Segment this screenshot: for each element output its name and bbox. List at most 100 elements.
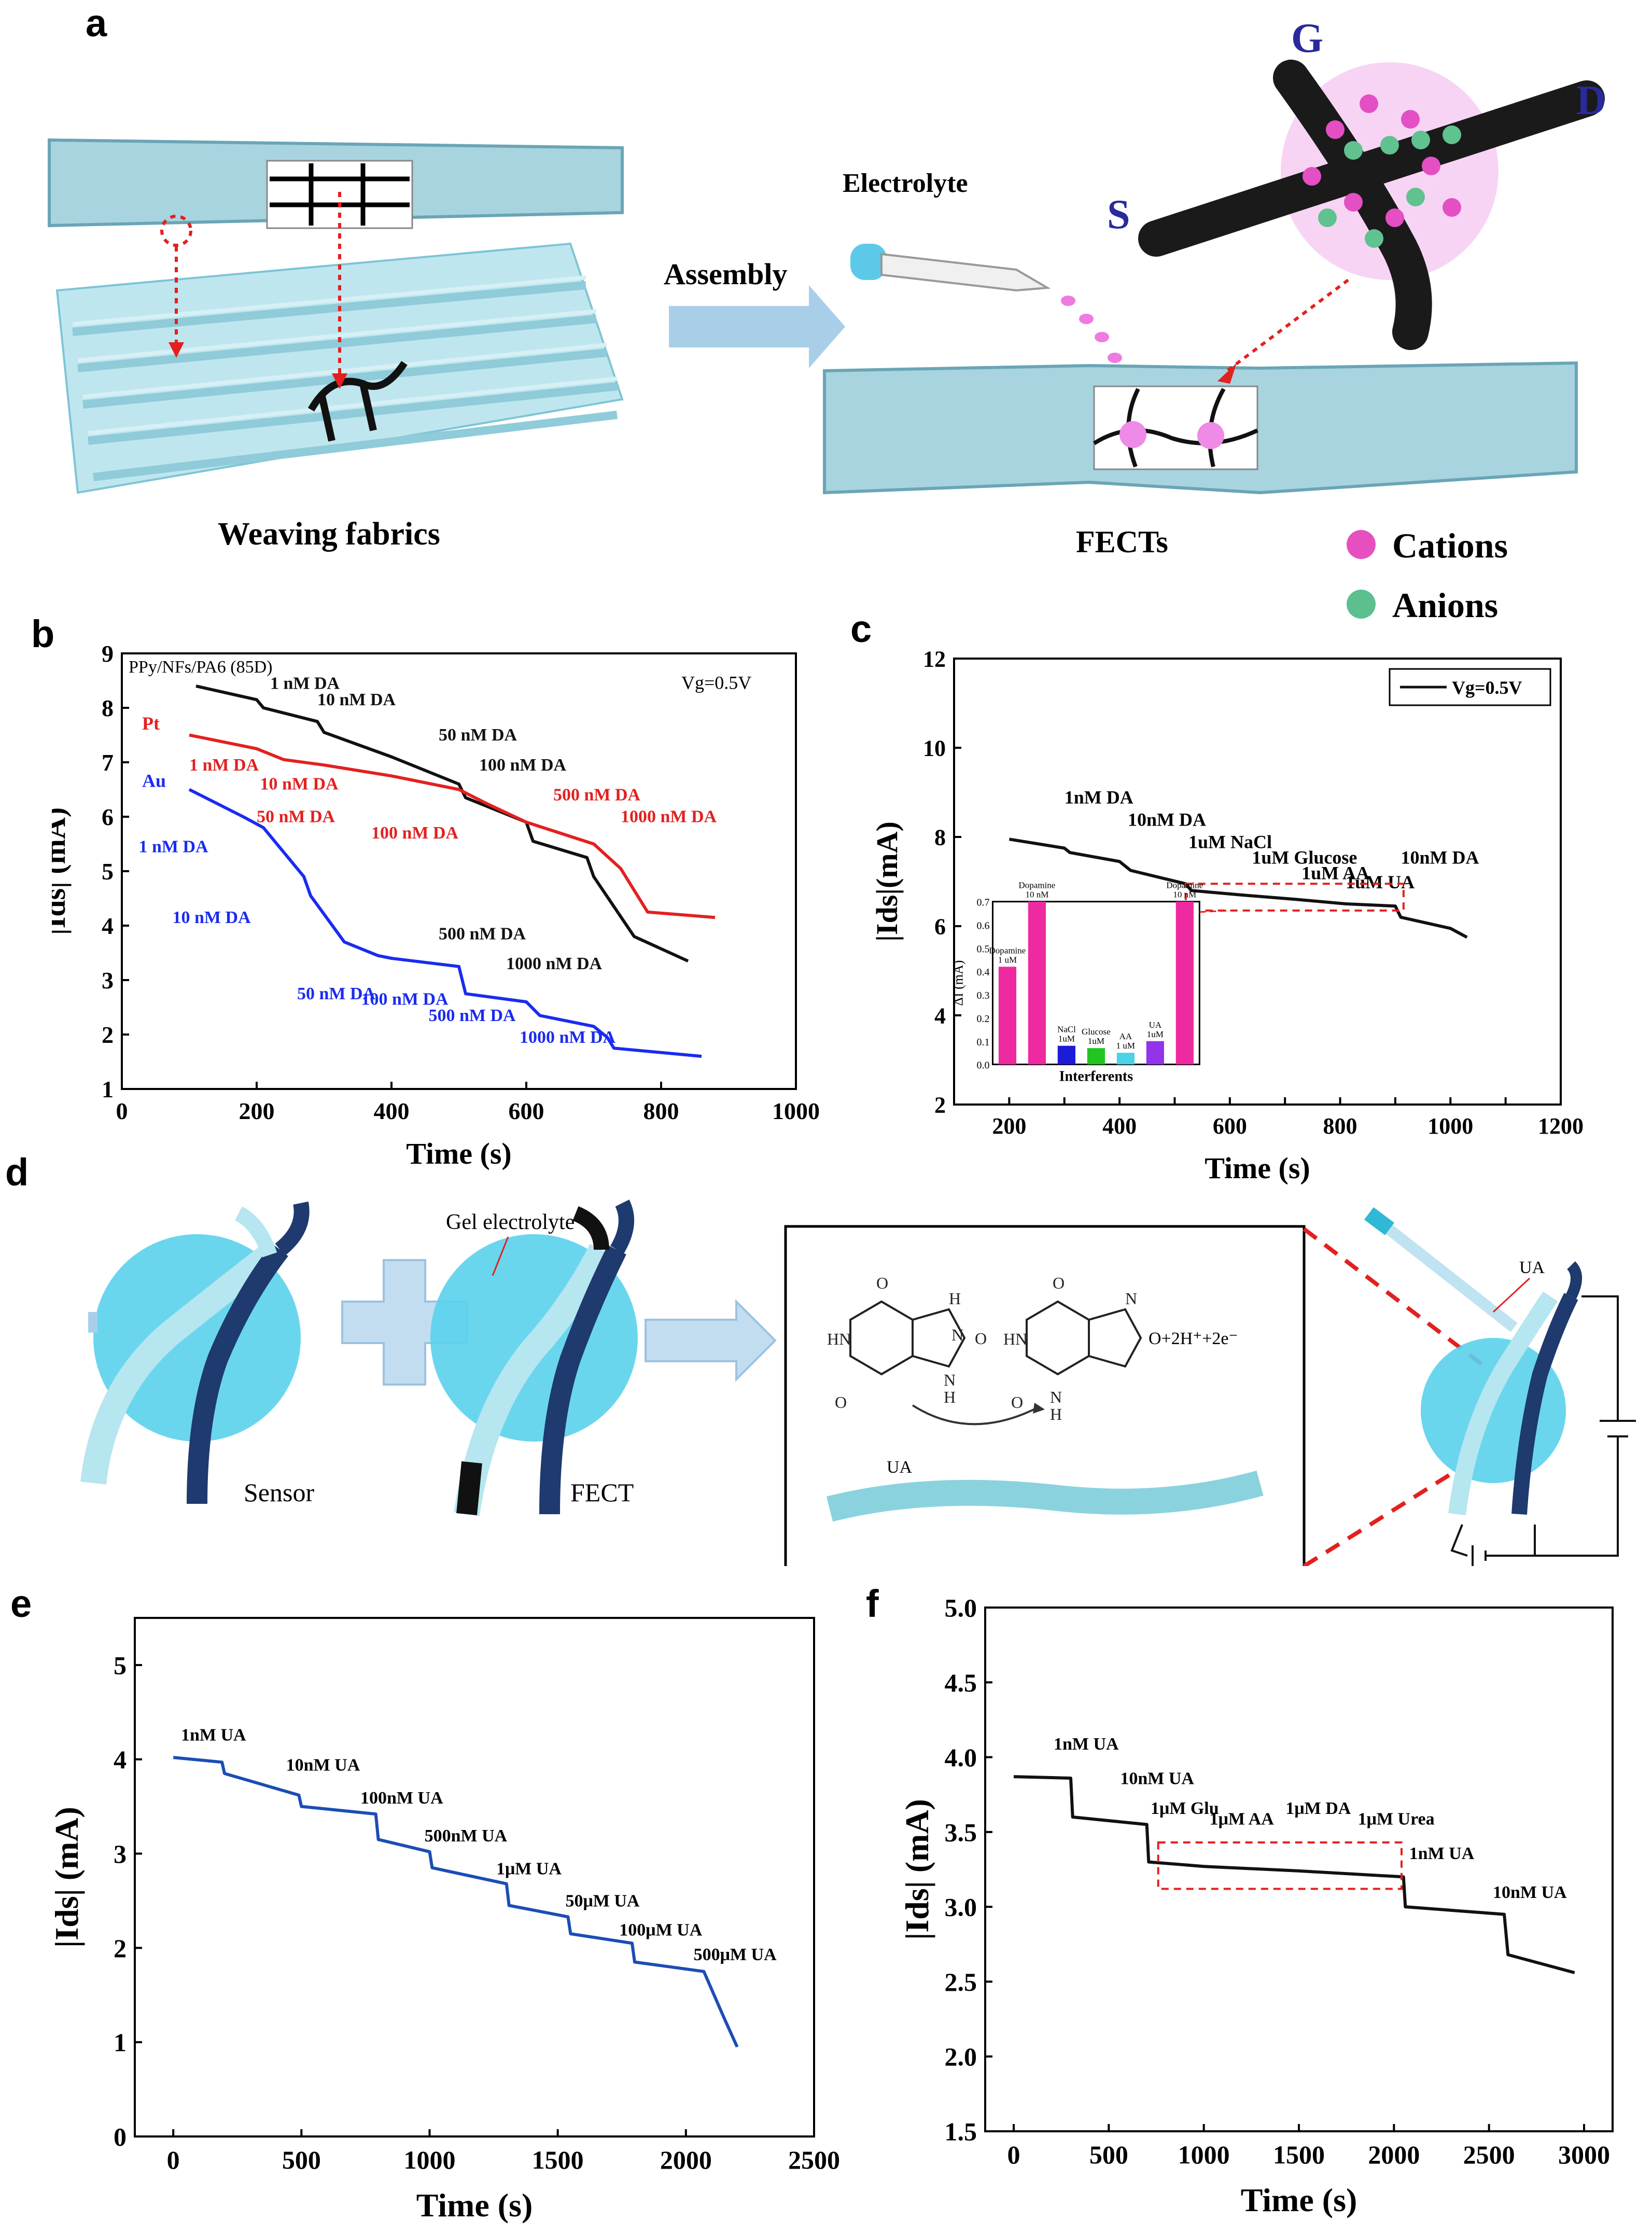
inset-bar-label: Dopamine — [1019, 881, 1056, 890]
inset-bar-label: Dopamine — [989, 945, 1026, 955]
x-tick-label: 1500 — [532, 2145, 584, 2174]
y-tick-label: 8 — [102, 695, 114, 721]
annotation-label: 50 nM DA — [257, 807, 335, 827]
source-label: S — [1107, 192, 1130, 238]
annotation-label: 10 nM DA — [317, 690, 396, 709]
legend-pt: Pt — [142, 713, 160, 734]
annotation-label: 50 nM DA — [439, 725, 517, 745]
x-tick-label: 1000 — [772, 1098, 820, 1124]
inset-y-tick-label: 0.0 — [976, 1060, 989, 1071]
y-tick-label: 3 — [102, 967, 114, 994]
x-tick-label: 0 — [167, 2145, 180, 2174]
fect-label: FECT — [570, 1478, 634, 1507]
inset-bar-label: UA — [1149, 1020, 1162, 1030]
y-axis-label: |Ids|(mA) — [870, 821, 904, 942]
legend-au: Au — [142, 770, 166, 791]
d-arrow — [645, 1299, 777, 1382]
inset-bar-label: 1uM — [1147, 1029, 1164, 1039]
inset-bar — [1028, 901, 1046, 1065]
reaction-products: O+2H⁺+2e⁻ — [1149, 1329, 1238, 1348]
y-tick-label: 4.5 — [945, 1668, 977, 1697]
inset-x-label: Interferents — [1059, 1069, 1133, 1085]
sensor-sphere-icon — [80, 1202, 310, 1504]
y-tick-label: 9 — [102, 640, 114, 667]
assembly-arrow — [669, 285, 845, 368]
circuit-sphere-icon — [1364, 1207, 1582, 1516]
annotation-label: 500 nM DA — [439, 924, 526, 943]
svg-text:HN: HN — [1003, 1330, 1027, 1348]
inset-bar — [1116, 1053, 1135, 1065]
assembly-label: Assembly — [664, 257, 787, 291]
x-tick-label: 500 — [1089, 2140, 1128, 2169]
y-tick-label: 4 — [114, 1745, 127, 1774]
y-tick-label: 2 — [934, 1092, 946, 1118]
annotation-label: 1000 nM DA — [506, 954, 603, 973]
chart-b-vg-label: Vg=0.5V — [681, 672, 751, 693]
inset-link — [1199, 910, 1230, 913]
annotation-label: 500μM UA — [694, 1945, 777, 1964]
y-tick-label: 8 — [934, 825, 946, 850]
y-axis-label: |Ids| (mA) — [48, 1807, 85, 1948]
svg-text:H: H — [944, 1388, 956, 1406]
inset-bar-label: AA — [1119, 1031, 1132, 1041]
x-tick-label: 1200 — [1538, 1113, 1584, 1139]
x-tick-label: 500 — [282, 2145, 321, 2174]
inset-bar-label: 10 nM — [1025, 890, 1048, 900]
inset-y-tick-label: 0.7 — [976, 897, 989, 909]
annotation-label: 50 nM DA — [297, 984, 376, 1003]
x-axis-label: Time (s) — [1205, 1151, 1310, 1185]
svg-text:N: N — [951, 1325, 963, 1344]
x-tick-label: 2000 — [1368, 2140, 1420, 2169]
annotation-label: 10 nM DA — [173, 908, 251, 927]
svg-text:HN: HN — [827, 1330, 851, 1348]
x-tick-label: 200 — [992, 1113, 1026, 1139]
x-tick-label: 400 — [374, 1098, 410, 1124]
transistor-fibers-icon — [1138, 60, 1605, 350]
x-tick-label: 2500 — [1463, 2140, 1515, 2169]
inset-bar-label: 10 nM — [1173, 890, 1196, 900]
x-tick-label: 0 — [1007, 2140, 1020, 2169]
series-line-pt — [189, 733, 716, 919]
chart-b: 0 200 400 600 800 1000 1 2 3 4 5 6 7 8 9 Time (s) |Ids| … — [52, 640, 820, 1170]
annotation-label: 1μM Glu — [1151, 1799, 1219, 1818]
inset-y-tick-label: 0.6 — [976, 920, 989, 932]
x-axis-label: Time (s) — [416, 2187, 533, 2224]
x-tick-label: 800 — [1323, 1113, 1357, 1139]
gel-electrolyte-label: Gel electrolyte — [446, 1210, 575, 1234]
y-tick-label: 4 — [102, 913, 114, 939]
panel-letter-e: e — [10, 1582, 32, 1625]
annotation-label: 50μM UA — [565, 1891, 639, 1910]
annotation-label: 10nM DA — [1128, 809, 1206, 830]
ua-strip-label: UA — [887, 1458, 913, 1477]
chart-e: 0 500 1000 1500 2000 2500 0 1 2 3 4 5 Time (s) |Ids| … — [48, 1617, 840, 2224]
inset-bar — [998, 967, 1017, 1065]
y-tick-label: 1 — [114, 2028, 127, 2057]
x-axis-label: Time (s) — [1241, 2182, 1357, 2218]
annotation-label: 1 nM DA — [270, 674, 340, 693]
fects-label: FECTs — [1076, 525, 1168, 559]
y-tick-label: 6 — [934, 914, 946, 939]
annotation-label: 100μM UA — [619, 1921, 702, 1940]
circuit-wires — [1450, 1295, 1636, 1566]
y-tick-label: 5 — [114, 1651, 127, 1680]
panel-a-schematic: Weaving fabrics Assembly Electrolyte FEC… — [48, 16, 1606, 625]
inset-bar — [1146, 1041, 1164, 1065]
y-tick-label: 3.0 — [945, 1893, 977, 1922]
inset-bar-label: 1uM — [1088, 1036, 1104, 1046]
x-tick-label: 0 — [116, 1098, 128, 1124]
annotation-label: 100 nM DA — [371, 823, 459, 843]
plot-frame — [953, 658, 1562, 1106]
uric-acid-structure-icon — [849, 1300, 1142, 1376]
cation-marker — [1347, 530, 1376, 559]
gate-label: G — [1291, 16, 1323, 61]
pipette-icon — [850, 244, 1051, 292]
inset-bar-label: NaCl — [1057, 1025, 1076, 1035]
annotation-label: 10nM UA — [1120, 1769, 1194, 1789]
annotation-label: 1 nM DA — [139, 837, 209, 856]
inset-y-tick-label: 0.3 — [976, 990, 989, 1001]
anion-marker — [1347, 590, 1376, 619]
y-tick-label: 1 — [102, 1076, 114, 1102]
y-tick-label: 4 — [934, 1003, 946, 1028]
annotation-label: 500 nM DA — [553, 786, 641, 805]
